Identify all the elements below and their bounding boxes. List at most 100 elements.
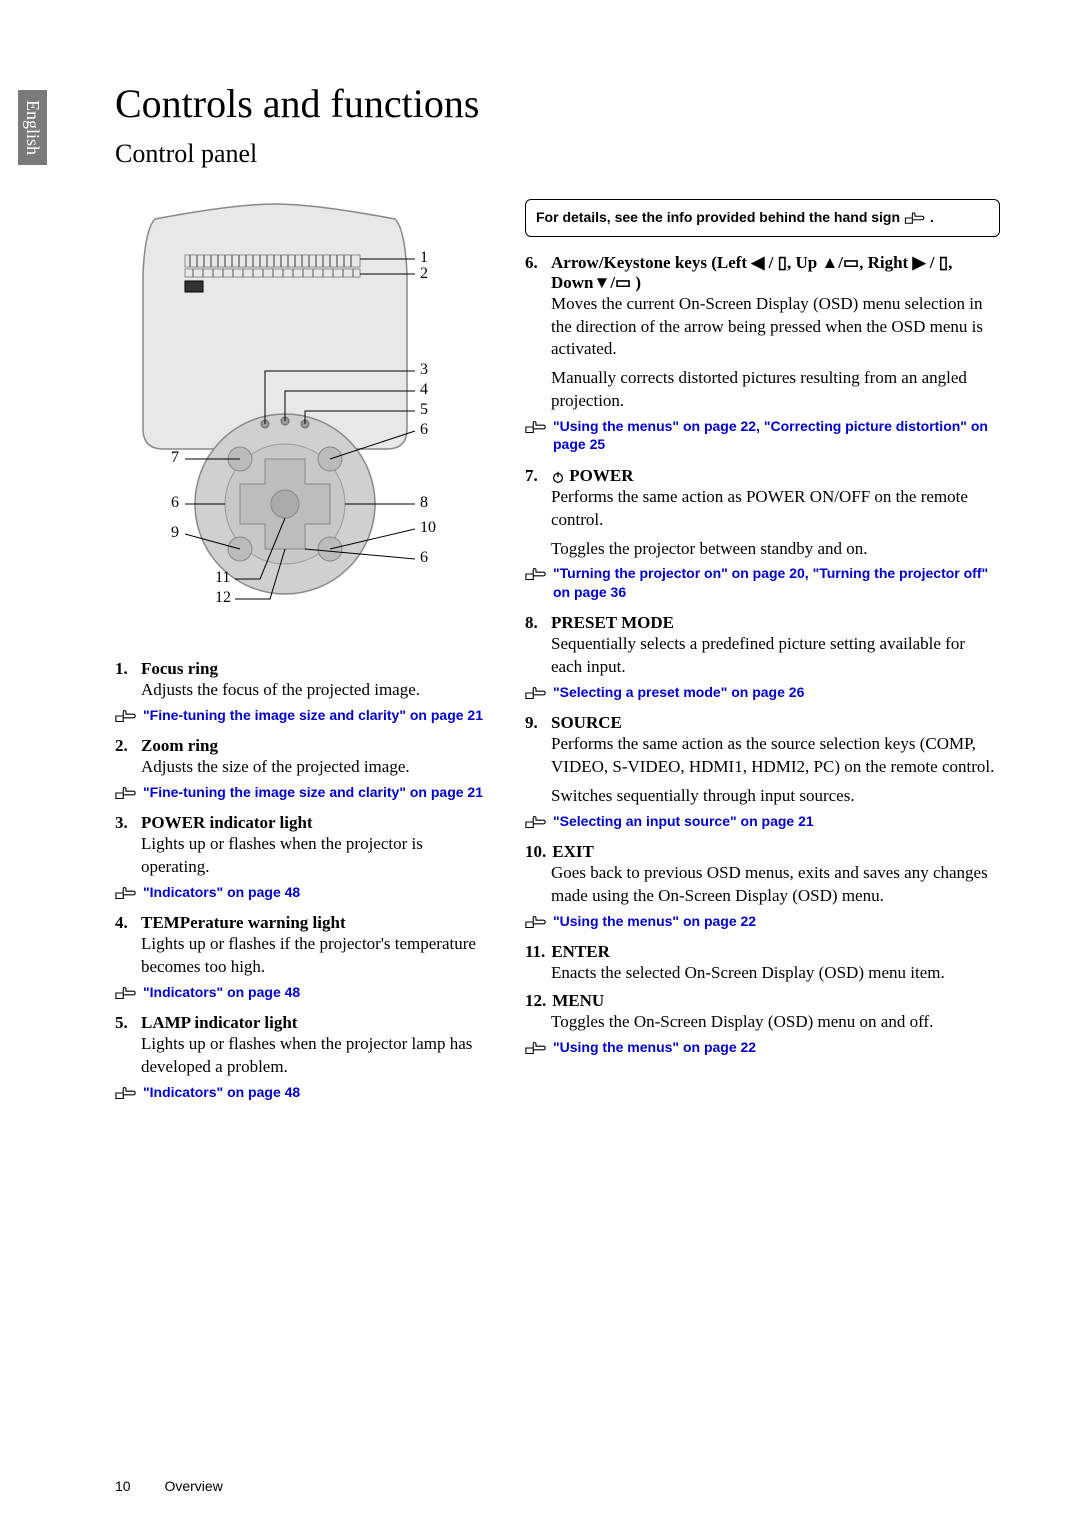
reference-link[interactable]: "Selecting an input source" on page 21	[525, 812, 1000, 830]
item-description: Performs the same action as POWER ON/OFF…	[551, 486, 1000, 532]
page-footer: 10 Overview	[115, 1478, 223, 1494]
callout-3: 3	[420, 361, 428, 379]
hand-icon	[115, 885, 137, 901]
callout-9: 9	[171, 524, 179, 542]
hand-icon	[115, 985, 137, 1001]
reference-text: "Using the menus" on page 22, "Correctin…	[553, 417, 1000, 453]
hand-icon	[115, 1085, 137, 1101]
reference-link[interactable]: "Selecting a preset mode" on page 26	[525, 683, 1000, 701]
hand-icon	[525, 419, 547, 435]
list-item: 8. PRESET MODESequentially selects a pred…	[525, 613, 1000, 701]
right-column: For details, see the info provided behin…	[525, 199, 1000, 1113]
hand-icon	[525, 566, 547, 582]
hand-icon	[525, 1040, 547, 1056]
item-description: Lights up or flashes when the projector …	[141, 1033, 495, 1079]
reference-link[interactable]: "Turning the projector on" on page 20, "…	[525, 564, 1000, 600]
item-header: 5. LAMP indicator light	[115, 1013, 495, 1033]
item-number: 12.	[525, 991, 546, 1011]
hand-icon	[525, 914, 547, 930]
item-title: SOURCE	[551, 713, 622, 733]
callout-10: 10	[420, 519, 436, 537]
list-item: 4. TEMPerature warning lightLights up or …	[115, 913, 495, 1001]
list-item: 1. Focus ringAdjusts the focus of the pro…	[115, 659, 495, 724]
reference-text: "Selecting a preset mode" on page 26	[553, 683, 804, 701]
reference-link[interactable]: "Fine-tuning the image size and clarity"…	[115, 706, 495, 724]
list-item: 9.SOURCEPerforms the same action as the …	[525, 713, 1000, 830]
item-title: ENTER	[551, 942, 610, 962]
item-description: Toggles the On-Screen Display (OSD) menu…	[551, 1011, 1000, 1034]
item-header: 12.MENU	[525, 991, 1000, 1011]
reference-link[interactable]: "Using the menus" on page 22	[525, 912, 1000, 930]
reference-text: "Fine-tuning the image size and clarity"…	[143, 783, 483, 801]
item-description: Toggles the projector between standby an…	[551, 538, 1000, 561]
item-description: Lights up or flashes when the projector …	[141, 833, 495, 879]
item-description: Adjusts the focus of the projected image…	[141, 679, 495, 702]
reference-text: "Selecting an input source" on page 21	[553, 812, 814, 830]
callout-7: 7	[171, 449, 179, 467]
item-number: 2.	[115, 736, 135, 756]
item-number: 5.	[115, 1013, 135, 1033]
right-items-list: 6. Arrow/Keystone keys (Left ◀ / ▯, Up ▲/…	[525, 253, 1000, 1056]
info-box: For details, see the info provided behin…	[525, 199, 1000, 237]
page-subtitle: Control panel	[115, 139, 1000, 169]
reference-link[interactable]: "Fine-tuning the image size and clarity"…	[115, 783, 495, 801]
reference-text: "Using the menus" on page 22	[553, 912, 756, 930]
item-title: LAMP indicator light	[141, 1013, 297, 1033]
list-item: 3.POWER indicator lightLights up or flas…	[115, 813, 495, 901]
item-title: POWER	[551, 466, 633, 486]
hand-icon	[115, 708, 137, 724]
list-item: 6. Arrow/Keystone keys (Left ◀ / ▯, Up ▲/…	[525, 253, 1000, 454]
reference-text: "Indicators" on page 48	[143, 983, 300, 1001]
item-number: 9.	[525, 713, 545, 733]
two-column-layout: 1 2 3 4 5 6 7 8 6 9 10 6 11 12 1. Focus r…	[115, 199, 1000, 1113]
item-number: 4.	[115, 913, 135, 933]
item-header: 7. POWER	[525, 466, 1000, 486]
info-box-text-after: .	[930, 209, 934, 225]
item-title: Zoom ring	[141, 736, 218, 756]
item-number: 6.	[525, 253, 545, 273]
reference-link[interactable]: "Indicators" on page 48	[115, 1083, 495, 1101]
reference-text: "Indicators" on page 48	[143, 883, 300, 901]
item-description: Manually corrects distorted pictures res…	[551, 367, 1000, 413]
control-panel-diagram: 1 2 3 4 5 6 7 8 6 9 10 6 11 12	[115, 199, 495, 629]
item-header: 9. SOURCE	[525, 713, 1000, 733]
hand-icon	[525, 685, 547, 701]
reference-link[interactable]: "Using the menus" on page 22, "Correctin…	[525, 417, 1000, 453]
item-description: Lights up or flashes if the projector's …	[141, 933, 495, 979]
item-number: 10.	[525, 842, 546, 862]
footer-page-number: 10	[115, 1478, 131, 1494]
item-description: Moves the current On-Screen Display (OSD…	[551, 293, 1000, 362]
reference-text: "Using the menus" on page 22	[553, 1038, 756, 1056]
reference-link[interactable]: "Indicators" on page 48	[115, 883, 495, 901]
item-number: 7.	[525, 466, 545, 486]
item-header: 11.ENTER	[525, 942, 1000, 962]
item-description: Sequentially selects a predefined pictur…	[551, 633, 1000, 679]
item-number: 1.	[115, 659, 135, 679]
item-title: TEMPerature warning light	[141, 913, 346, 933]
footer-section: Overview	[164, 1478, 222, 1494]
item-title: PRESET MODE	[551, 613, 674, 633]
list-item: 2.Zoom ringAdjusts the size of the proje…	[115, 736, 495, 801]
item-title: Arrow/Keystone keys (Left ◀ / ▯, Up ▲/▭,…	[551, 253, 1000, 293]
item-description: Goes back to previous OSD menus, exits a…	[551, 862, 1000, 908]
reference-link[interactable]: "Indicators" on page 48	[115, 983, 495, 1001]
reference-link[interactable]: "Using the menus" on page 22	[525, 1038, 1000, 1056]
item-header: 4. TEMPerature warning light	[115, 913, 495, 933]
callout-8: 8	[420, 494, 428, 512]
item-title: Focus ring	[141, 659, 218, 679]
item-description: Enacts the selected On-Screen Display (O…	[551, 962, 1000, 985]
page-title: Controls and functions	[115, 80, 1000, 127]
item-header: 10. EXIT	[525, 842, 1000, 862]
callout-2: 2	[420, 265, 428, 283]
callout-5: 5	[420, 401, 428, 419]
list-item: 5. LAMP indicator lightLights up or flash…	[115, 1013, 495, 1101]
reference-text: "Fine-tuning the image size and clarity"…	[143, 706, 483, 724]
item-title: POWER indicator light	[141, 813, 313, 833]
item-number: 8.	[525, 613, 545, 633]
item-title: EXIT	[552, 842, 594, 862]
callout-11: 11	[215, 569, 230, 587]
power-icon	[551, 470, 565, 484]
list-item: 10. EXITGoes back to previous OSD menus, …	[525, 842, 1000, 930]
callout-12: 12	[215, 589, 231, 607]
info-box-text-before: For details, see the info provided behin…	[536, 209, 904, 225]
